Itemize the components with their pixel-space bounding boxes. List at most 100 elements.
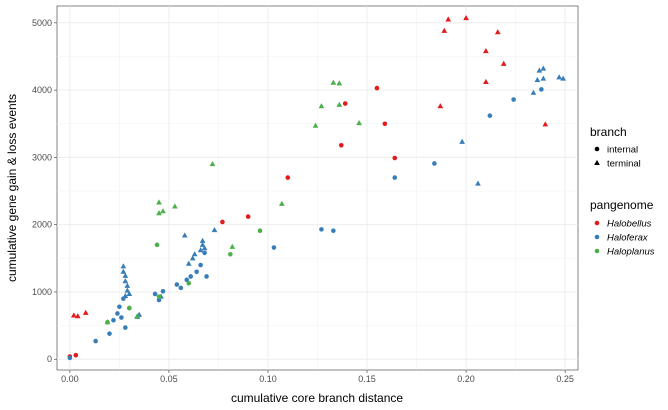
legend-symbol-halobellus bbox=[594, 220, 600, 226]
point-haloferax-terminal bbox=[197, 247, 204, 253]
point-haloferax-terminal bbox=[185, 260, 192, 266]
point-halobellus-terminal bbox=[494, 29, 501, 35]
point-haloferax-internal bbox=[539, 87, 544, 92]
point-haloferax-internal bbox=[194, 269, 199, 275]
x-tick-label: 0.25 bbox=[556, 374, 574, 384]
y-tick-label: 1000 bbox=[32, 287, 52, 297]
point-haloplanus-internal bbox=[186, 280, 192, 286]
point-haloferax-internal bbox=[178, 285, 184, 291]
point-haloferax-internal bbox=[198, 262, 203, 268]
y-tick-label: 5000 bbox=[32, 18, 52, 28]
point-haloferax-internal bbox=[204, 274, 209, 279]
point-haloferax-internal bbox=[67, 355, 73, 361]
point-haloferax-terminal bbox=[124, 287, 131, 293]
point-haloferax-internal bbox=[93, 338, 98, 344]
legend-symbol-haloplanus bbox=[594, 248, 600, 254]
point-haloplanus-terminal bbox=[336, 80, 343, 86]
point-halobellus-internal bbox=[285, 175, 291, 180]
point-halobellus-terminal bbox=[441, 27, 448, 33]
point-haloplanus-terminal bbox=[156, 210, 162, 216]
legend-label-haloferax: Haloferax bbox=[607, 233, 649, 244]
point-haloferax-internal bbox=[152, 291, 158, 297]
point-haloplanus-internal bbox=[127, 305, 132, 311]
point-haloferax-terminal bbox=[560, 75, 566, 81]
point-haloplanus-internal bbox=[154, 242, 160, 248]
point-haloplanus-terminal bbox=[134, 313, 141, 319]
legend-label-internal: internal bbox=[607, 145, 638, 156]
point-haloferax-terminal bbox=[181, 232, 188, 238]
legend-pangenome: pangenome Halobellus Haloferax Haloplanus bbox=[590, 198, 655, 258]
legend-pangenome-title: pangenome bbox=[590, 198, 654, 212]
point-haloplanus-terminal bbox=[172, 203, 178, 209]
point-haloferax-internal bbox=[202, 250, 207, 256]
point-haloferax-internal bbox=[174, 282, 180, 287]
point-haloplanus-terminal bbox=[156, 199, 162, 205]
point-haloplanus-terminal bbox=[318, 103, 325, 109]
point-haloferax-terminal bbox=[201, 245, 208, 251]
point-halobellus-internal bbox=[245, 214, 251, 219]
point-haloferax-internal bbox=[123, 325, 128, 330]
point-halobellus-terminal bbox=[542, 121, 549, 127]
point-haloplanus-terminal bbox=[209, 161, 216, 167]
point-haloferax-terminal bbox=[540, 75, 547, 81]
point-haloferax-terminal bbox=[189, 255, 196, 261]
point-halobellus-terminal bbox=[463, 15, 469, 21]
point-haloferax-terminal bbox=[191, 251, 198, 257]
point-haloplanus-terminal bbox=[330, 79, 337, 85]
point-halobellus-terminal bbox=[437, 103, 444, 109]
point-halobellus-terminal bbox=[483, 47, 489, 54]
point-haloplanus-terminal bbox=[356, 119, 362, 126]
point-haloferax-internal bbox=[119, 315, 124, 320]
legend-branch: branch internal terminal bbox=[590, 125, 641, 170]
point-haloferax-internal bbox=[392, 175, 398, 180]
point-haloferax-terminal bbox=[199, 241, 206, 247]
point-haloplanus-terminal bbox=[229, 243, 236, 249]
point-halobellus-terminal bbox=[445, 16, 452, 22]
y-tick-label: 4000 bbox=[32, 85, 52, 95]
legend-label-haloplanus: Haloplanus bbox=[607, 247, 655, 258]
point-haloplanus-terminal bbox=[312, 122, 319, 128]
point-haloplanus-internal bbox=[257, 228, 263, 234]
data-points bbox=[67, 15, 566, 361]
legend-symbol-terminal bbox=[594, 159, 600, 166]
x-axis-title: cumulative core branch distance bbox=[231, 391, 403, 405]
point-haloferax-terminal bbox=[126, 290, 133, 296]
x-tick-label: 0.05 bbox=[160, 374, 178, 384]
point-halobellus-terminal bbox=[82, 309, 89, 315]
point-haloferax-internal bbox=[432, 161, 437, 166]
point-haloferax-terminal bbox=[120, 263, 127, 269]
point-haloferax-internal bbox=[156, 297, 162, 303]
point-halobellus-internal bbox=[374, 85, 380, 91]
point-haloplanus-terminal bbox=[104, 319, 111, 325]
point-halobellus-internal bbox=[392, 155, 398, 161]
point-haloferax-internal bbox=[184, 277, 190, 283]
point-haloferax-internal bbox=[115, 311, 120, 316]
y-axis-title: cumulative gene gain & loss events bbox=[5, 94, 19, 282]
point-haloferax-internal bbox=[111, 317, 116, 323]
point-haloferax-terminal bbox=[475, 180, 481, 186]
y-tick-label: 0 bbox=[47, 354, 52, 364]
legend-symbol-internal bbox=[594, 146, 600, 152]
point-haloferax-internal bbox=[117, 304, 122, 310]
point-haloferax-terminal bbox=[556, 74, 563, 80]
point-haloferax-terminal bbox=[122, 272, 129, 278]
grid-lines bbox=[57, 6, 578, 370]
point-haloferax-terminal bbox=[540, 65, 547, 71]
point-haloferax-internal bbox=[319, 227, 324, 232]
legend-branch-title: branch bbox=[590, 125, 627, 139]
point-haloferax-terminal bbox=[536, 67, 543, 73]
point-halobellus-internal bbox=[220, 219, 225, 225]
point-halobellus-terminal bbox=[483, 78, 489, 85]
x-tick-label: 0.20 bbox=[457, 374, 475, 384]
point-haloferax-terminal bbox=[199, 237, 206, 243]
y-tick-label: 3000 bbox=[32, 152, 52, 162]
point-haloplanus-terminal bbox=[278, 200, 285, 206]
point-halobellus-terminal bbox=[74, 313, 81, 319]
legend-label-terminal: terminal bbox=[607, 159, 641, 170]
point-haloplanus-terminal bbox=[336, 101, 343, 107]
y-tick-label: 2000 bbox=[32, 220, 52, 230]
point-haloferax-internal bbox=[487, 113, 493, 118]
point-haloferax-internal bbox=[160, 288, 166, 294]
point-halobellus-terminal bbox=[500, 60, 507, 66]
